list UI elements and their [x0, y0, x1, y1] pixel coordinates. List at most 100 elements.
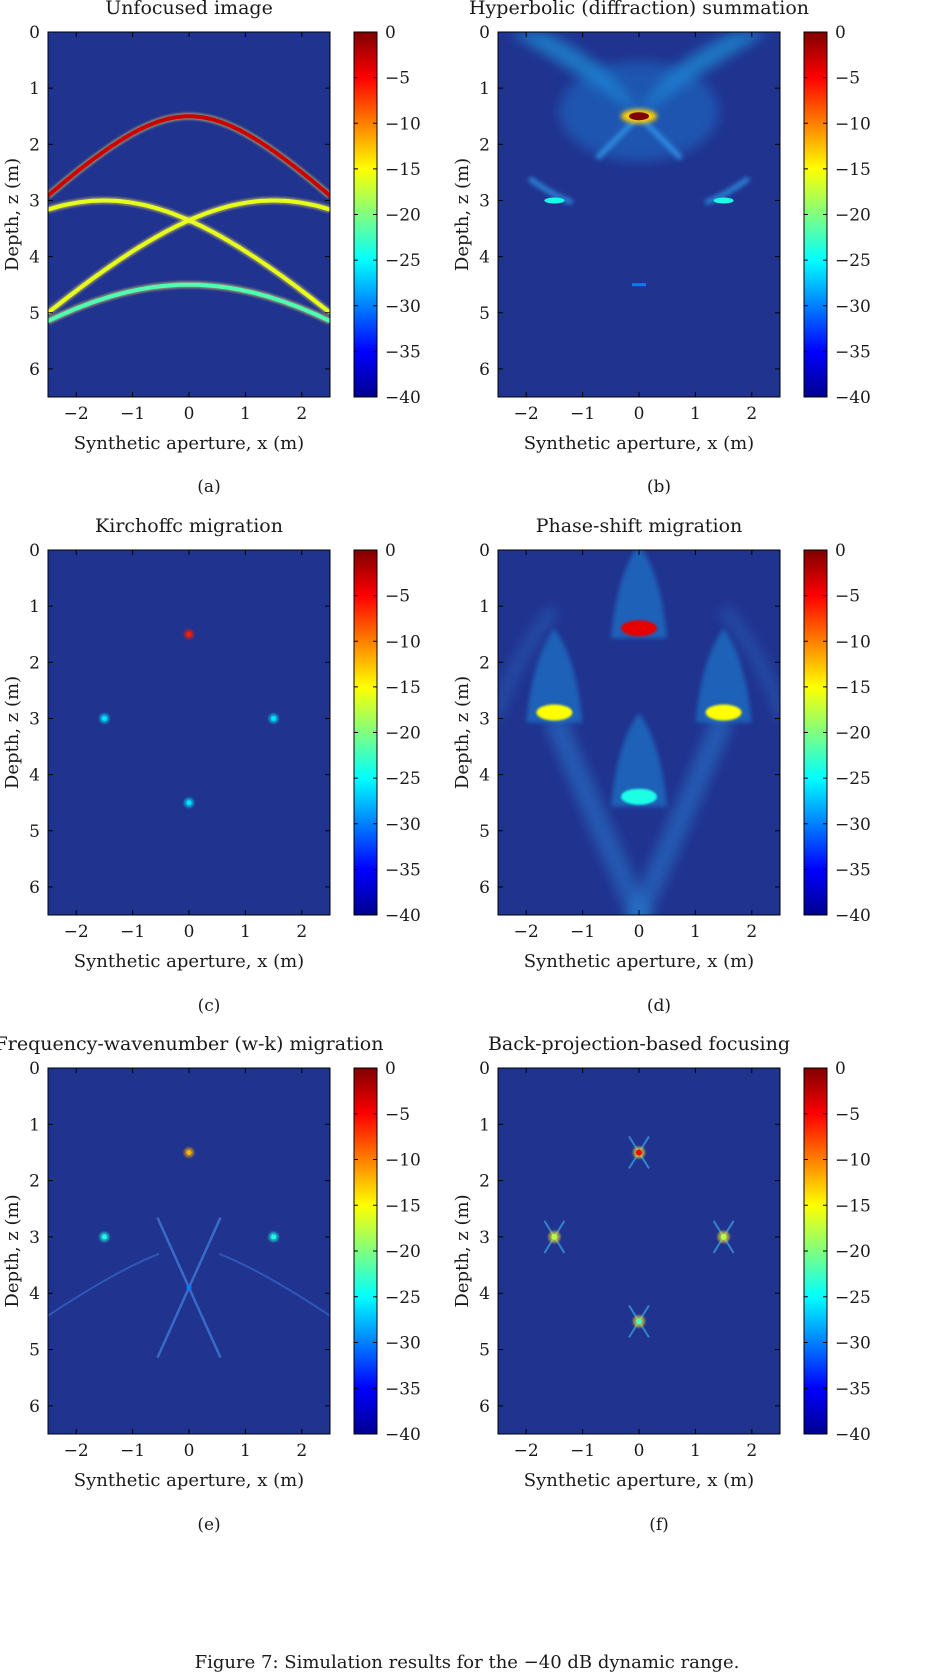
- y-tick-label: 6: [29, 1397, 40, 1417]
- hyperbola: [48, 282, 330, 323]
- colorbar: 0 −5 −10 −15 −20 −25 −30 −35 −40: [353, 23, 421, 408]
- point-target: [101, 715, 107, 721]
- plot-features: [498, 550, 780, 915]
- y-tick-label: 0: [479, 23, 490, 43]
- y-axis-label: Depth, z (m): [2, 676, 23, 789]
- x-tick-label: −2: [514, 922, 539, 942]
- y-tick-label: 0: [29, 23, 40, 43]
- colorbar-tick-label: 0: [385, 541, 396, 561]
- x-axis-label: Synthetic aperture, x (m): [74, 1470, 304, 1491]
- x-tick-label: 2: [296, 1441, 307, 1461]
- y-tick-label: 1: [29, 1115, 40, 1135]
- colorbar-tick-label: −20: [385, 1242, 421, 1262]
- y-tick-label: 5: [479, 822, 490, 842]
- artifact-arc: [218, 1252, 330, 1317]
- dash-mark: [632, 283, 646, 287]
- colorbar-tick-label: −15: [385, 1196, 421, 1216]
- colorbar-tick-label: −5: [385, 1105, 410, 1125]
- point-target: [271, 1234, 277, 1240]
- point-target: [186, 800, 192, 806]
- colorbar-tick-label: −20: [835, 724, 871, 744]
- colorbar: 0 −5 −10 −15 −20 −25 −30 −35 −40: [803, 23, 871, 408]
- x-tick-label: −2: [514, 404, 539, 424]
- colorbar-tick-label: −15: [385, 678, 421, 698]
- star-core: [636, 1318, 642, 1325]
- y-tick-label: 6: [479, 1397, 490, 1417]
- chart-title: Phase-shift migration: [536, 515, 743, 537]
- subfigure-label: (e): [197, 1515, 220, 1535]
- star-core: [551, 1233, 558, 1240]
- colorbar-tick-label: −10: [835, 632, 871, 652]
- y-tick-label: 3: [479, 1228, 490, 1248]
- streak-arm: [527, 176, 574, 205]
- colorbar-tick-label: −20: [835, 206, 871, 226]
- plot-features: [543, 1135, 735, 1338]
- cone-peak: [621, 620, 657, 637]
- y-tick-label: 2: [479, 1172, 490, 1192]
- colorbar-tick-label: −35: [385, 342, 421, 362]
- x-tick-label: −1: [570, 922, 595, 942]
- cone-tail: [626, 714, 734, 915]
- artifact-center: [186, 1285, 192, 1291]
- y-tick-label: 0: [29, 541, 40, 561]
- x-axis-label: Synthetic aperture, x (m): [524, 433, 754, 454]
- x-tick-label: 1: [240, 922, 251, 942]
- x-axis-label: Synthetic aperture, x (m): [524, 951, 754, 972]
- y-tick-label: 4: [29, 248, 40, 268]
- colorbar-tick-label: −20: [385, 724, 421, 744]
- x-tick-label: −2: [64, 1441, 89, 1461]
- y-tick-label: 3: [479, 709, 490, 729]
- x-tick-label: 1: [240, 1441, 251, 1461]
- colorbar-tick-label: −40: [385, 906, 421, 926]
- cone-body: [611, 712, 667, 807]
- colorbar-tick-label: −5: [385, 69, 410, 89]
- cone-spray: [718, 604, 780, 721]
- star-core: [636, 1149, 642, 1156]
- colorbar-tick-label: −10: [385, 114, 421, 134]
- y-axis-label: Depth, z (m): [2, 158, 23, 271]
- y-tick-label: 5: [479, 304, 490, 324]
- focused-peak: [629, 112, 649, 121]
- colorbar-tick-label: −35: [835, 342, 871, 362]
- y-tick-label: 0: [29, 1059, 40, 1079]
- y-tick-label: 2: [479, 653, 490, 673]
- plot-background: [498, 1068, 780, 1434]
- x-tick-label: −1: [120, 1441, 145, 1461]
- plot-background: [48, 32, 330, 397]
- y-tick-label: 4: [479, 766, 490, 786]
- y-tick-label: 1: [479, 79, 490, 99]
- chart-title: Frequency-wavenumber (w-k) migration: [0, 1033, 383, 1055]
- cone-body: [695, 628, 752, 723]
- x-tick-label: 0: [184, 404, 195, 424]
- subfigure-label: (c): [198, 996, 221, 1016]
- colorbar-tick-label: −40: [385, 388, 421, 408]
- cone-body: [526, 628, 583, 723]
- plot-background: [48, 550, 330, 915]
- colorbar-tick-label: −10: [385, 632, 421, 652]
- chart-title: Unfocused image: [105, 0, 273, 19]
- subfigure-label: (d): [647, 996, 671, 1016]
- colorbar-tick-label: −5: [385, 587, 410, 607]
- y-axis-label: Depth, z (m): [2, 1194, 23, 1307]
- x-axis-label: Synthetic aperture, x (m): [74, 951, 304, 972]
- y-tick-label: 4: [29, 1284, 40, 1304]
- x-tick-label: 1: [690, 404, 701, 424]
- y-tick-label: 3: [29, 191, 40, 211]
- colorbar-tick-label: −40: [385, 1425, 421, 1445]
- y-tick-label: 2: [29, 135, 40, 155]
- colorbar-tick-label: −35: [385, 860, 421, 880]
- colorbar-tick-label: 0: [835, 1059, 846, 1079]
- y-tick-label: 5: [29, 822, 40, 842]
- point-target: [101, 1234, 107, 1240]
- y-tick-label: 1: [479, 1115, 490, 1135]
- colorbar-tick-label: −20: [385, 206, 421, 226]
- x-axis-label: Synthetic aperture, x (m): [524, 1470, 754, 1491]
- colorbar-tick-label: −25: [835, 1288, 871, 1308]
- colorbar-tick-label: −25: [385, 1288, 421, 1308]
